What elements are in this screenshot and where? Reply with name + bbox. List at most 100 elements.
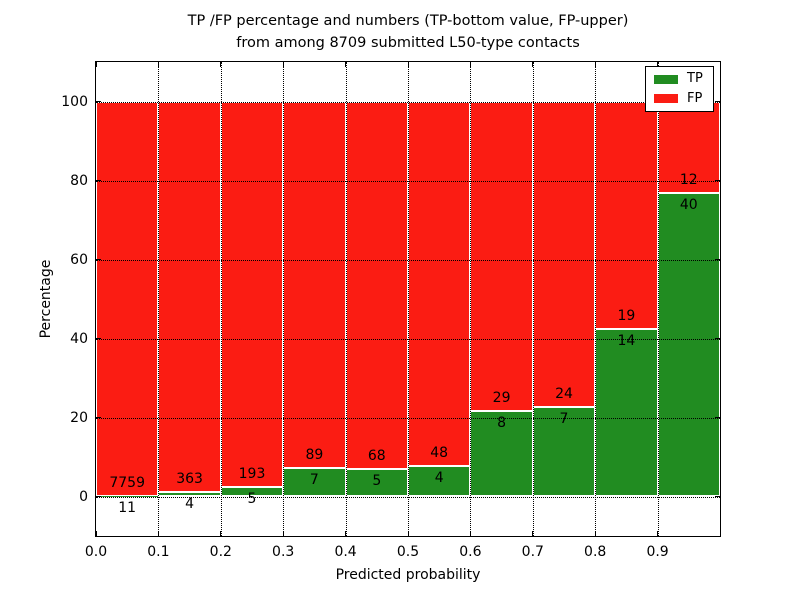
y-tick-label: 20: [70, 409, 88, 426]
bar-segment-tp: [96, 495, 159, 497]
legend-label-tp: TP: [687, 71, 703, 87]
gridline-y: [96, 259, 720, 261]
gridline-x: [283, 62, 285, 536]
tp-count-label: 4: [185, 496, 195, 513]
x-tick-mark: [594, 531, 596, 536]
y-tick-label: 40: [70, 330, 88, 347]
x-tick-mark: [345, 62, 347, 67]
x-tick-label: 0.2: [209, 544, 232, 560]
y-tick-mark: [96, 496, 101, 497]
fp-count-label: 7759: [109, 474, 146, 491]
fp-count-label: 89: [305, 446, 324, 463]
x-tick-mark: [345, 531, 347, 536]
legend-label-fp: FP: [687, 90, 703, 106]
x-tick-label: 0.8: [584, 544, 607, 560]
gridline-x: [657, 62, 659, 536]
bar-segment-fp: [595, 101, 658, 329]
x-tick-label: 0.4: [334, 544, 357, 560]
x-tick-mark: [95, 531, 97, 536]
bar-segment-tp: [657, 192, 720, 497]
y-tick-mark: [96, 417, 101, 418]
gridline-x: [345, 62, 347, 536]
gridline-y: [96, 338, 720, 340]
x-tick-label: 0.1: [147, 544, 170, 560]
x-tick-mark: [220, 531, 222, 536]
fp-count-label: 68: [367, 448, 386, 465]
bar-segment-fp: [408, 101, 471, 467]
tp-count-label: 5: [372, 473, 382, 490]
chart-title: TP /FP percentage and numbers (TP-bottom…: [100, 10, 716, 54]
gridline-y: [96, 417, 720, 419]
bar-segment-fp: [96, 101, 159, 496]
x-tick-mark: [157, 531, 159, 536]
tp-count-label: 5: [247, 490, 257, 507]
y-tick-mark: [96, 101, 101, 102]
bar-segment-fp: [283, 101, 346, 468]
y-tick-mark: [715, 259, 720, 260]
x-tick-mark: [532, 531, 534, 536]
tp-count-label: 7: [559, 411, 569, 428]
tp-count-label: 4: [434, 470, 444, 487]
gridline-x: [220, 62, 222, 536]
fp-count-label: 19: [617, 307, 636, 324]
fp-count-label: 193: [238, 465, 266, 482]
x-tick-label: 0.7: [521, 544, 544, 560]
y-axis-label: Percentage: [38, 259, 54, 339]
gridline-y: [96, 180, 720, 182]
tp-count-label: 40: [679, 196, 698, 213]
tp-count-label: 14: [617, 332, 636, 349]
x-tick-mark: [282, 531, 284, 536]
bar-segment-fp: [220, 101, 284, 487]
x-tick-mark: [657, 531, 659, 536]
y-tick-mark: [96, 338, 101, 339]
bar-segment-tp: [595, 328, 658, 497]
chart-title-line2: from among 8709 submitted L50-type conta…: [236, 35, 580, 51]
plot-area: 7759 11 363 4 193 5 89 7 68 5 48 4 29 8 24 7 19 14 12 40: [95, 61, 721, 537]
x-tick-mark: [95, 62, 97, 67]
y-tick-mark: [96, 259, 101, 260]
y-tick-mark: [715, 101, 720, 102]
x-tick-mark: [220, 62, 222, 67]
y-tick-mark: [715, 338, 720, 339]
bar-segment-fp: [532, 101, 596, 408]
gridline-y: [96, 101, 720, 103]
chart-title-line1: TP /FP percentage and numbers (TP-bottom…: [187, 13, 629, 29]
tp-count-label: 7: [309, 471, 319, 488]
x-tick-mark: [469, 531, 471, 536]
legend: TP FP: [645, 66, 714, 112]
y-tick-label: 0: [79, 488, 88, 505]
fp-count-label: 48: [430, 445, 449, 462]
fp-count-label: 29: [492, 390, 511, 407]
y-tick-label: 60: [70, 251, 88, 268]
gridline-x: [532, 62, 534, 536]
legend-swatch-fp: [654, 94, 678, 104]
y-tick-mark: [715, 417, 720, 418]
x-axis-label: Predicted probability: [335, 567, 481, 583]
y-tick-mark: [715, 496, 720, 497]
bar-segment-fp: [158, 101, 221, 493]
tp-count-label: 11: [118, 499, 137, 516]
bar-segment-tp: [283, 467, 346, 497]
x-tick-label: 0.6: [459, 544, 482, 560]
fp-count-label: 363: [176, 471, 203, 488]
bar-segment-fp: [470, 101, 533, 412]
x-tick-mark: [282, 62, 284, 67]
bar-segment-fp: [345, 101, 408, 470]
gridline-x: [158, 62, 160, 536]
y-tick-mark: [715, 180, 720, 181]
x-tick-mark: [407, 531, 409, 536]
x-tick-mark: [594, 62, 596, 67]
bar-segment-tp: [532, 407, 596, 497]
x-tick-label: 0.3: [272, 544, 295, 560]
x-tick-mark: [532, 62, 534, 67]
x-tick-mark: [469, 62, 471, 67]
fp-count-label: 12: [679, 171, 698, 188]
tp-count-label: 8: [497, 415, 507, 432]
bar-segment-tp: [470, 411, 533, 497]
gridline-x: [595, 62, 597, 536]
legend-item-fp: FP: [654, 90, 713, 106]
x-tick-label: 0.0: [84, 544, 108, 560]
y-tick-label: 80: [70, 172, 88, 189]
y-tick-label: 100: [61, 93, 88, 110]
